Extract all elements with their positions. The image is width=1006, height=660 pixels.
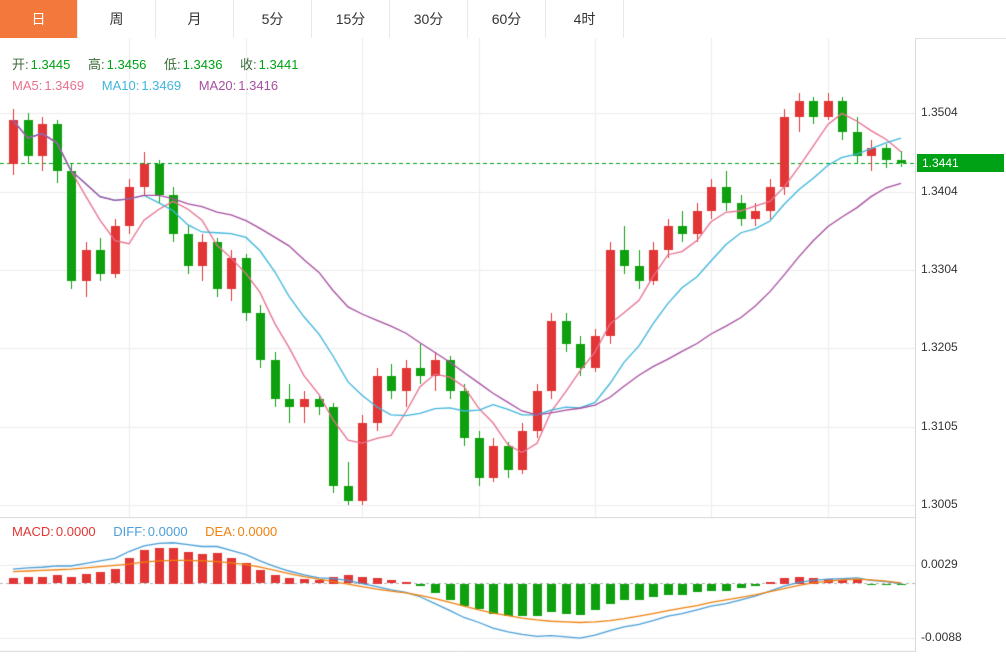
ma10-label: MA10: (101, 78, 140, 93)
macd-axis-label: 0.0029 (921, 556, 958, 571)
dea-value: 0.0000 (237, 524, 278, 539)
diff-label: DIFF: (113, 524, 146, 539)
low-label: 低: (164, 57, 181, 72)
close-label: 收: (240, 57, 257, 72)
macd-legend: MACD: 0.0000 DIFF: 0.0000 DEA: 0.0000 (12, 524, 291, 539)
ohlc-legend: 开: 1.3445 高: 1.3456 低: 1.3436 收: 1.3441 (12, 54, 312, 73)
timeframe-tab-5min[interactable]: 5分 (234, 0, 312, 38)
price-axis-label: 1.3005 (921, 497, 958, 512)
price-axis-divider (915, 38, 916, 652)
close-value: 1.3441 (258, 57, 299, 72)
price-axis-label: 1.3205 (921, 340, 958, 355)
timeframe-tab-60min[interactable]: 60分 (468, 0, 546, 38)
price-axis-label: 1.3304 (921, 262, 958, 277)
macd-value: 0.0000 (55, 524, 96, 539)
timeframe-tab-4hour[interactable]: 4时 (546, 0, 624, 38)
ma10-value: 1.3469 (141, 78, 182, 93)
dea-label: DEA: (205, 524, 236, 539)
open-value: 1.3445 (30, 57, 71, 72)
high-value: 1.3456 (106, 57, 147, 72)
timeframe-tab-week[interactable]: 周 (78, 0, 156, 38)
timeframe-tab-day[interactable]: 日 (0, 0, 78, 38)
ma-legend: MA5: 1.3469 MA10: 1.3469 MA20: 1.3416 (12, 78, 292, 93)
macd-chart-canvas[interactable] (0, 517, 915, 652)
timeframe-toolbar: 日 周 月 5分 15分 30分 60分 4时 (0, 0, 1006, 39)
ma5-label: MA5: (12, 78, 43, 93)
diff-value: 0.0000 (147, 524, 188, 539)
timeframe-tab-month[interactable]: 月 (156, 0, 234, 38)
high-label: 高: (88, 57, 105, 72)
ma20-label: MA20: (198, 78, 237, 93)
macd-label: MACD: (12, 524, 54, 539)
candlestick-chart-canvas[interactable] (0, 38, 915, 517)
price-axis-label: 1.3105 (921, 418, 958, 433)
low-value: 1.3436 (182, 57, 223, 72)
current-price-tag: 1.3441 (917, 153, 1004, 172)
open-label: 开: (12, 57, 29, 72)
ma5-value: 1.3469 (44, 78, 85, 93)
ma20-value: 1.3416 (238, 78, 279, 93)
timeframe-tab-30min[interactable]: 30分 (390, 0, 468, 38)
price-axis-label: 1.3504 (921, 105, 958, 120)
macd-axis-label: -0.0088 (921, 630, 962, 645)
timeframe-tab-15min[interactable]: 15分 (312, 0, 390, 38)
price-axis-label: 1.3404 (921, 183, 958, 198)
